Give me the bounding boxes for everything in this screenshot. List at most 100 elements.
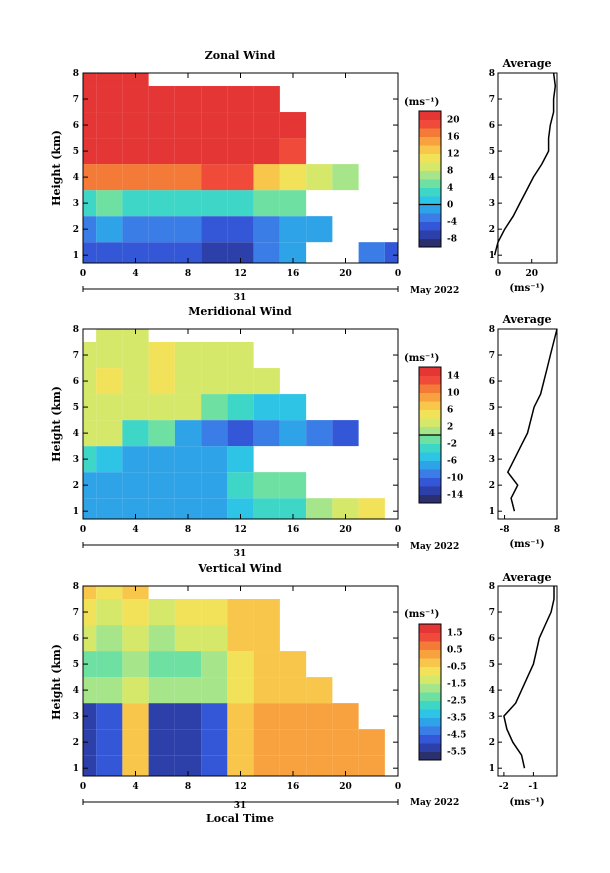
- colorbar-tick-label: 4: [447, 184, 453, 194]
- heatmap-cell: [148, 420, 175, 447]
- heatmap-cell: [306, 703, 333, 730]
- colorbar-tick-label: 2: [447, 423, 453, 433]
- heatmap-cell: [122, 586, 149, 600]
- colorbar-swatch: [419, 658, 441, 667]
- heatmap-cell: [358, 498, 385, 519]
- heatmap-cell: [227, 242, 254, 263]
- heatmap-cell: [148, 242, 175, 263]
- heatmap-cell: [174, 729, 202, 756]
- heatmap-cell: [83, 190, 97, 217]
- y-tick-label: 3: [73, 199, 79, 209]
- y-tick-label: 8: [73, 325, 79, 335]
- heatmap-cell: [96, 329, 123, 343]
- heatmap-cell: [201, 729, 228, 756]
- heatmap-cell: [227, 164, 254, 191]
- heatmap-cell: [96, 729, 123, 756]
- heatmap-cell: [174, 138, 202, 165]
- profile-y-tick-label: 1: [489, 251, 495, 261]
- profile-y-tick-label: 7: [489, 608, 495, 618]
- heatmap-cell: [174, 677, 202, 704]
- colorbar-swatch: [419, 392, 441, 402]
- heatmap-cell: [253, 394, 280, 421]
- x-tick-label: 0: [80, 525, 86, 535]
- heatmap-cell: [201, 755, 228, 776]
- y-tick-label: 1: [73, 251, 79, 261]
- heatmap-cell: [83, 164, 97, 191]
- heatmap-cell: [174, 755, 202, 776]
- heatmap-cell: [306, 677, 333, 704]
- heatmap-cell: [83, 216, 97, 243]
- colorbar-swatch: [419, 734, 441, 744]
- heatmap-cell: [201, 651, 228, 678]
- profile-title: Average: [501, 57, 551, 70]
- profile-line: [506, 328, 558, 512]
- heatmap-cell: [83, 342, 97, 369]
- heatmap-cell: [83, 73, 97, 87]
- colorbar-tick-label: 1.5: [447, 629, 463, 639]
- heatmap-cell: [253, 368, 280, 395]
- y-tick-label: 8: [73, 582, 79, 592]
- profile-y-tick-label: 2: [489, 225, 495, 235]
- profile-line: [493, 72, 557, 256]
- colorbar-tick-label: -4.5: [447, 731, 466, 741]
- heatmap-cell: [201, 394, 228, 421]
- colorbar-swatch: [419, 641, 441, 650]
- heatmap-cell: [253, 651, 280, 678]
- y-tick-label: 4: [73, 173, 79, 183]
- profile-y-tick-label: 4: [489, 429, 495, 439]
- heatmap-cell: [332, 498, 359, 519]
- heatmap-cell: [83, 677, 97, 704]
- heatmap-cell: [148, 625, 175, 652]
- colorbar-tick-label: 6: [447, 406, 453, 416]
- x-tick-label: 4: [132, 782, 138, 792]
- heatmap-cell: [83, 446, 97, 473]
- heatmap-cell: [96, 677, 123, 704]
- colorbar-swatch: [419, 145, 441, 154]
- heatmap-cell: [148, 446, 175, 473]
- heatmap-cell: [148, 86, 175, 113]
- heatmap-cell: [96, 755, 123, 776]
- heatmap-cell: [96, 420, 123, 447]
- colorbar-tick-label: -1.5: [447, 680, 466, 690]
- heatmap-cell: [148, 677, 175, 704]
- profile-frame: [497, 72, 558, 264]
- heatmap-cell: [279, 729, 307, 756]
- heatmap-cell: [83, 651, 97, 678]
- colorbar-swatch: [419, 213, 441, 222]
- heatmap-cell: [253, 755, 280, 776]
- x-tick-label: 0: [80, 782, 86, 792]
- colorbar-swatch: [419, 128, 441, 137]
- x-tick-label: 4: [132, 525, 138, 535]
- profile-xlabel: (ms⁻¹): [509, 539, 544, 550]
- heatmap-cell: [227, 755, 254, 776]
- heatmap-cell: [201, 420, 228, 447]
- heatmap-cell: [279, 242, 307, 263]
- colorbar-swatch: [419, 486, 441, 495]
- heatmap-cell: [227, 342, 254, 369]
- profile-y-tick-label: 8: [489, 582, 495, 592]
- heatmap-cell: [96, 368, 123, 395]
- heatmap-cell: [201, 86, 228, 113]
- heatmap-cell: [83, 368, 97, 395]
- heatmap-cell: [96, 472, 123, 499]
- y-tick-label: 5: [73, 147, 79, 157]
- heatmap-cell: [227, 472, 254, 499]
- heatmap-cell: [148, 703, 175, 730]
- colorbar-swatch: [419, 743, 441, 752]
- x-tick-label: 12: [234, 782, 247, 792]
- colorbar-tick-label: 0.5: [447, 646, 463, 656]
- heatmap-cell: [96, 242, 123, 263]
- colorbar-tick-label: 10: [447, 389, 460, 399]
- heatmap-cell: [279, 703, 307, 730]
- colorbar-unit: (ms⁻¹): [404, 353, 439, 364]
- profile-y-tick-label: 2: [489, 738, 495, 748]
- y-tick-label: 2: [73, 481, 79, 491]
- profile-x-tick-label: 20: [525, 269, 538, 279]
- y-tick-label: 1: [73, 764, 79, 774]
- heatmap-cell: [174, 394, 202, 421]
- heatmap-cell: [83, 599, 97, 626]
- heatmap-cell: [148, 190, 175, 217]
- heatmap-cell: [148, 368, 175, 395]
- heatmap-cell: [253, 420, 280, 447]
